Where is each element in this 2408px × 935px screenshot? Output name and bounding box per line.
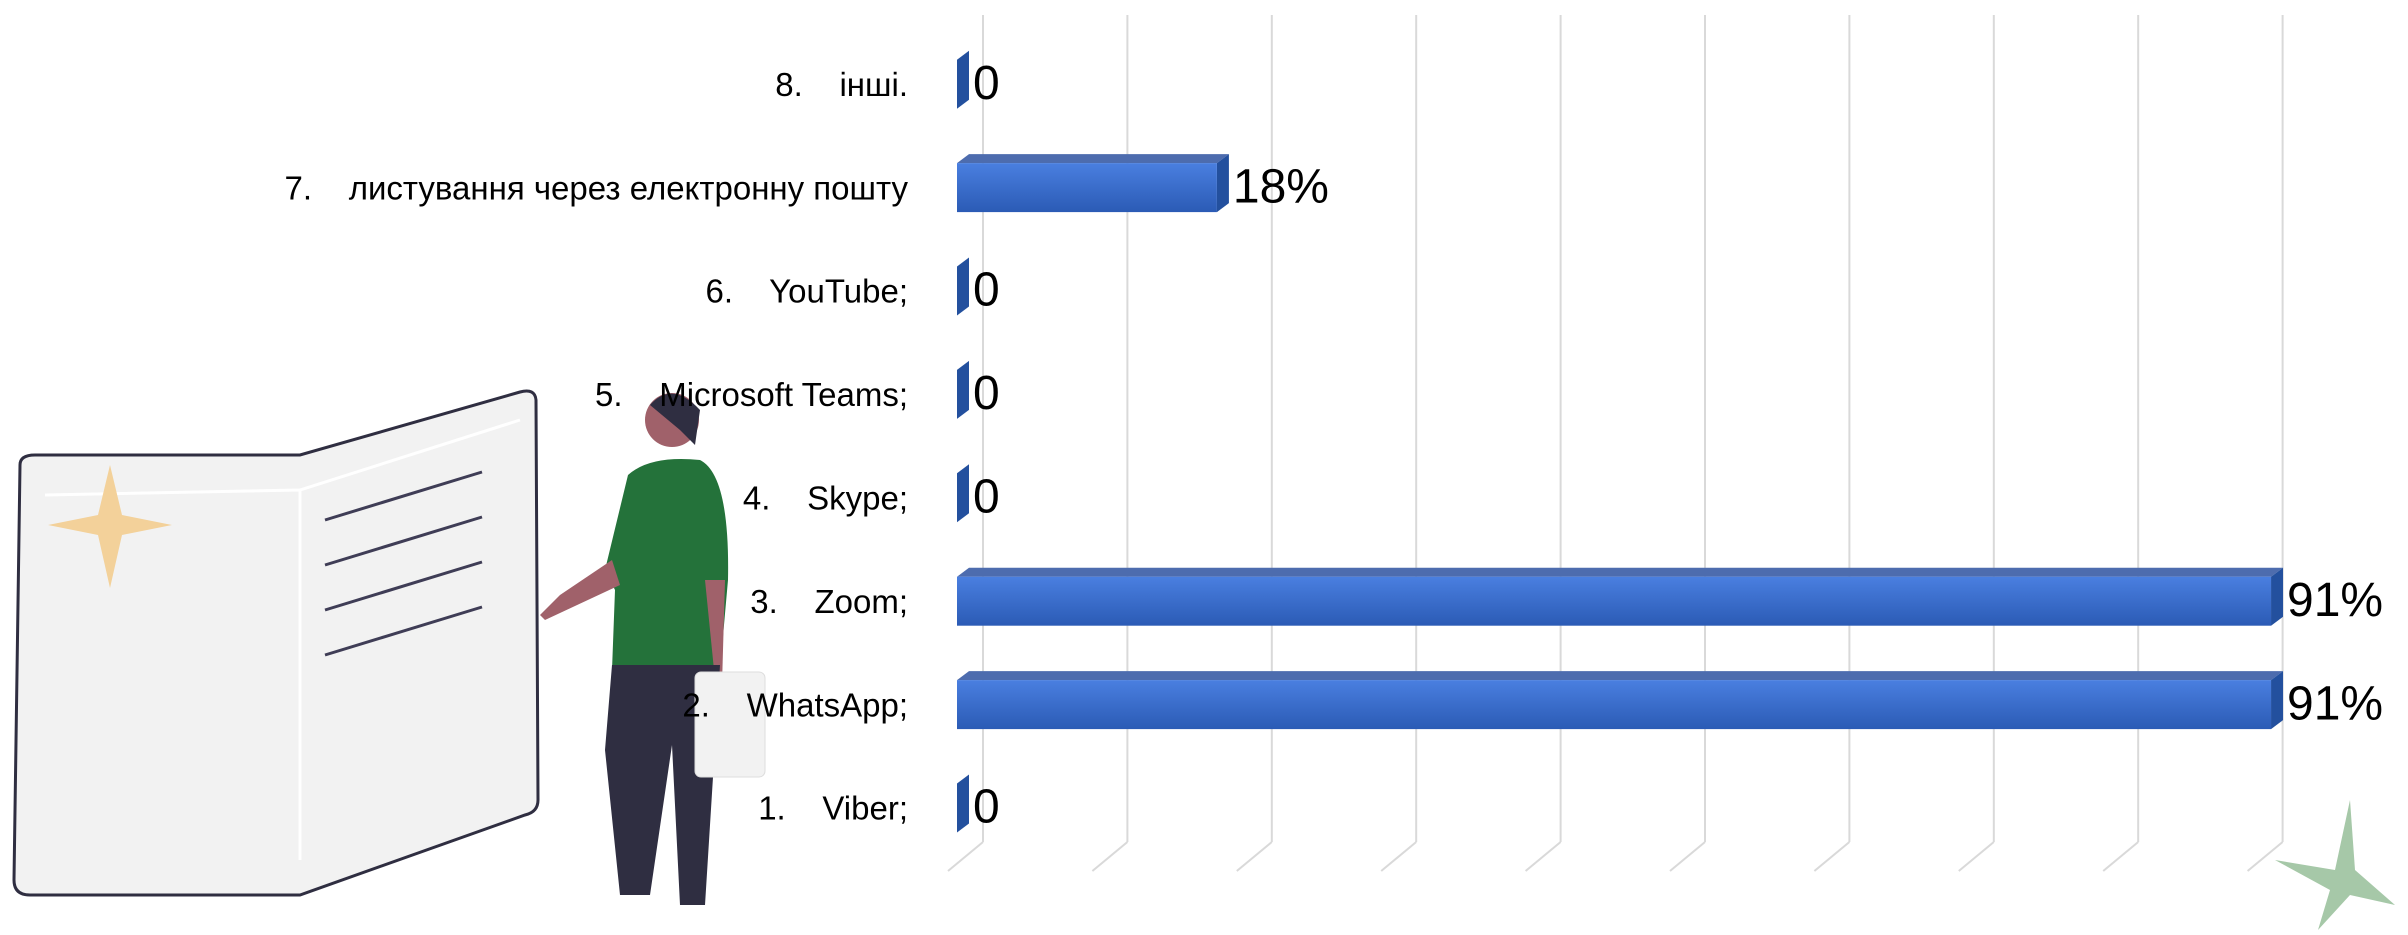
grid	[1959, 15, 1994, 871]
grid-floor-line	[2248, 842, 2283, 871]
bar-top	[957, 568, 2283, 577]
grid	[1237, 15, 1272, 871]
value-label: 91%	[2287, 677, 2383, 730]
page: {"chart_data": {"type": "bar", "orientat…	[0, 0, 2408, 935]
category-label: 8. інші.	[775, 66, 908, 103]
category-label: 2. WhatsApp;	[682, 686, 908, 723]
bar-side	[957, 775, 969, 833]
value-label: 91%	[2287, 574, 2383, 627]
bar-side	[957, 258, 969, 316]
grid-floor-line	[2103, 842, 2138, 871]
grid	[2103, 15, 2138, 871]
grid-floor-line	[948, 842, 983, 871]
value-label: 18%	[1233, 160, 1329, 213]
category-label: 6. YouTube;	[706, 273, 908, 310]
book	[14, 391, 538, 895]
bar-side	[957, 51, 969, 109]
value-label: 0	[973, 264, 1000, 317]
category-label: 4. Skype;	[743, 480, 908, 517]
category-label: 3. Zoom;	[750, 583, 908, 620]
grid	[1526, 15, 1561, 871]
value-label: 0	[973, 57, 1000, 110]
grid	[1814, 15, 1849, 871]
bar-side	[2271, 568, 2283, 626]
illustration	[14, 391, 2395, 930]
bar-side	[957, 361, 969, 419]
value-label: 0	[973, 367, 1000, 420]
grid	[1670, 15, 1705, 871]
bar-side	[1217, 154, 1229, 212]
bar	[957, 163, 1217, 212]
grid-floor-line	[1670, 842, 1705, 871]
bar	[957, 680, 2271, 729]
grid-floor-line	[1381, 842, 1416, 871]
bar-top	[957, 671, 2283, 680]
grid	[1381, 15, 1416, 871]
grid-floor-line	[1092, 842, 1127, 871]
grid	[948, 15, 983, 871]
grid	[2248, 15, 2283, 871]
bar-top	[957, 154, 1229, 163]
value-label: 0	[973, 781, 1000, 834]
grid-floor-line	[1237, 842, 1272, 871]
value-label: 0	[973, 470, 1000, 523]
person	[540, 393, 765, 905]
bar	[957, 577, 2271, 626]
grid	[1092, 15, 1127, 871]
grid-floor-line	[1959, 842, 1994, 871]
category-label: 7. листування через електронну пошту	[285, 169, 909, 206]
star	[2275, 800, 2395, 930]
bar-side	[2271, 671, 2283, 729]
category-label: 5. Microsoft Teams;	[595, 376, 908, 413]
category-label: 1. Viber;	[758, 790, 908, 827]
grid-floor-line	[1526, 842, 1561, 871]
bar-side	[957, 464, 969, 522]
chart: 0 1. Viber; 91% 2. WhatsApp; 91% 3. Zoom; 0 4. …	[0, 0, 2408, 935]
grid-floor-line	[1814, 842, 1849, 871]
